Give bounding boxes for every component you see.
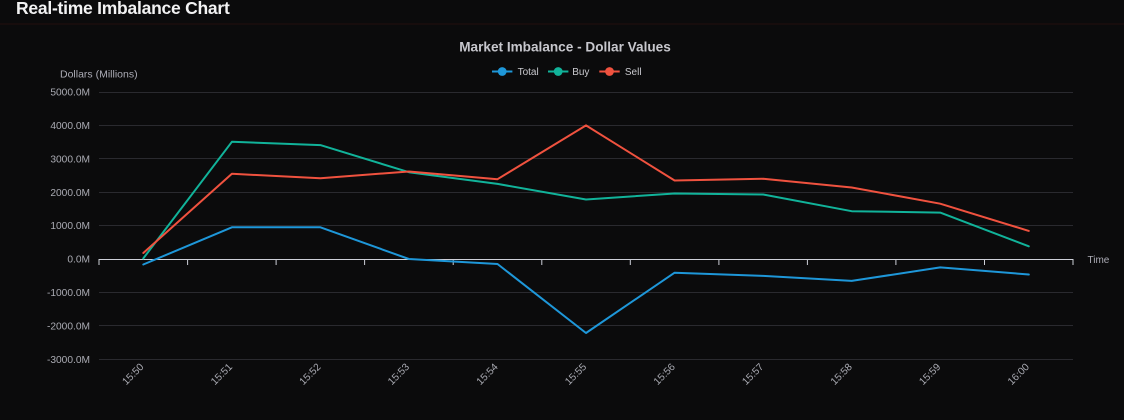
- svg-text:4000.0M: 4000.0M: [50, 121, 90, 132]
- svg-text:15:59: 15:59: [918, 362, 944, 388]
- svg-text:16:00: 16:00: [1006, 362, 1032, 388]
- svg-text:15:55: 15:55: [563, 362, 589, 388]
- svg-text:Time: Time: [1088, 255, 1110, 266]
- svg-text:5000.0M: 5000.0M: [50, 88, 90, 99]
- svg-text:Buy: Buy: [572, 67, 589, 78]
- svg-text:15:56: 15:56: [652, 362, 678, 388]
- svg-text:Sell: Sell: [625, 67, 642, 78]
- svg-text:1000.0M: 1000.0M: [50, 221, 90, 232]
- svg-text:-2000.0M: -2000.0M: [47, 321, 90, 332]
- svg-text:-3000.0M: -3000.0M: [47, 355, 90, 366]
- svg-text:15:53: 15:53: [386, 362, 412, 388]
- svg-text:-1000.0M: -1000.0M: [47, 288, 90, 299]
- svg-text:Dollars (Millions): Dollars (Millions): [60, 69, 138, 81]
- svg-text:15:57: 15:57: [741, 362, 767, 388]
- svg-text:15:58: 15:58: [829, 362, 855, 388]
- svg-text:Market Imbalance - Dollar Valu: Market Imbalance - Dollar Values: [459, 40, 671, 55]
- svg-text:3000.0M: 3000.0M: [50, 154, 90, 165]
- svg-text:0.0M: 0.0M: [67, 255, 90, 266]
- svg-text:2000.0M: 2000.0M: [50, 188, 90, 199]
- svg-text:15:51: 15:51: [209, 362, 235, 388]
- svg-text:Total: Total: [518, 67, 539, 78]
- svg-text:15:52: 15:52: [298, 362, 324, 388]
- svg-text:15:50: 15:50: [121, 362, 147, 388]
- svg-text:15:54: 15:54: [475, 362, 501, 388]
